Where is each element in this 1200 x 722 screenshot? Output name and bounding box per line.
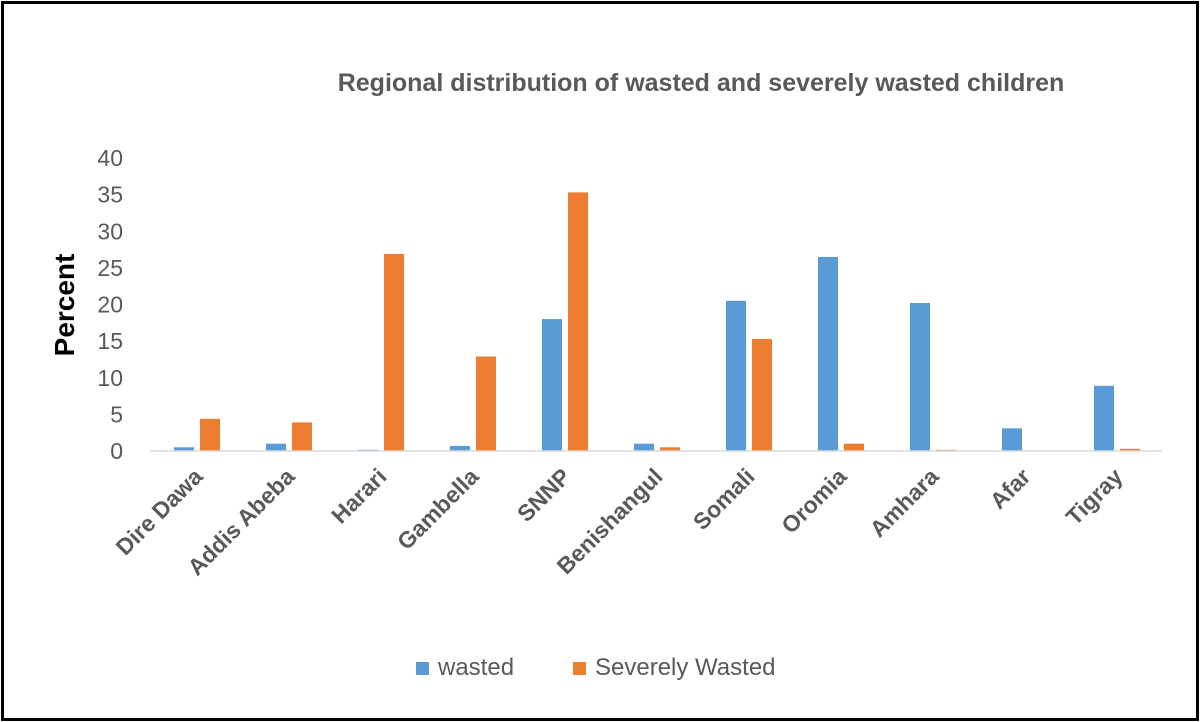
bar-wasted-addis-abeba bbox=[266, 443, 286, 451]
bar-wasted-dire-dawa bbox=[174, 447, 194, 451]
bar-wasted-gambella bbox=[450, 445, 470, 451]
bar-severely-wasted-benishangul bbox=[660, 447, 680, 451]
legend-label: Severely Wasted bbox=[595, 654, 776, 681]
bar-wasted-snnp bbox=[542, 319, 562, 451]
bar-wasted-amhara bbox=[910, 303, 930, 451]
y-tick-label: 5 bbox=[110, 401, 123, 427]
bar-wasted-tigray bbox=[1094, 385, 1114, 451]
y-axis-label: Percent bbox=[49, 254, 80, 357]
y-axis: 0 5 10 15 20 25 30 35 40 bbox=[97, 145, 123, 464]
x-tick-label: Afar bbox=[985, 463, 1036, 514]
y-tick-label: 35 bbox=[97, 182, 123, 208]
bar-wasted-benishangul bbox=[634, 443, 654, 451]
bar-severely-wasted-dire-dawa bbox=[200, 418, 220, 451]
bar-wasted-oromia bbox=[818, 256, 838, 451]
plot-area bbox=[174, 192, 1140, 451]
y-tick-label: 0 bbox=[110, 438, 123, 464]
legend: wasted Severely Wasted bbox=[416, 654, 776, 681]
y-tick-label: 10 bbox=[97, 365, 123, 391]
legend-swatch bbox=[573, 662, 586, 675]
x-tick-label: SNNP bbox=[512, 463, 576, 527]
x-tick-label: Harari bbox=[326, 463, 391, 528]
x-tick-label: Oromia bbox=[776, 463, 851, 538]
bar-severely-wasted-harari bbox=[384, 254, 404, 451]
x-tick-label: Gambella bbox=[392, 463, 484, 555]
bar-wasted-somali bbox=[726, 300, 746, 451]
x-tick-label: Somali bbox=[688, 463, 760, 535]
bar-severely-wasted-somali bbox=[752, 338, 772, 451]
x-tick-label: Amhara bbox=[865, 463, 944, 542]
y-tick-label: 25 bbox=[97, 255, 123, 281]
y-tick-label: 20 bbox=[97, 292, 123, 318]
x-tick-label: Dire Dawa bbox=[111, 463, 208, 560]
legend-label: wasted bbox=[437, 654, 514, 681]
x-tick-label: Tigray bbox=[1061, 463, 1128, 530]
bar-severely-wasted-tigray bbox=[1120, 448, 1140, 451]
y-tick-label: 30 bbox=[97, 218, 123, 244]
bar-wasted-afar bbox=[1002, 428, 1022, 451]
bar-severely-wasted-oromia bbox=[844, 443, 864, 451]
legend-swatch bbox=[416, 662, 429, 675]
bar-severely-wasted-gambella bbox=[476, 356, 496, 451]
bar-severely-wasted-snnp bbox=[568, 192, 588, 451]
bar-severely-wasted-addis-abeba bbox=[292, 422, 312, 451]
chart-title: Regional distribution of wasted and seve… bbox=[338, 69, 1065, 97]
y-tick-label: 40 bbox=[97, 145, 123, 171]
y-tick-label: 15 bbox=[97, 328, 123, 354]
